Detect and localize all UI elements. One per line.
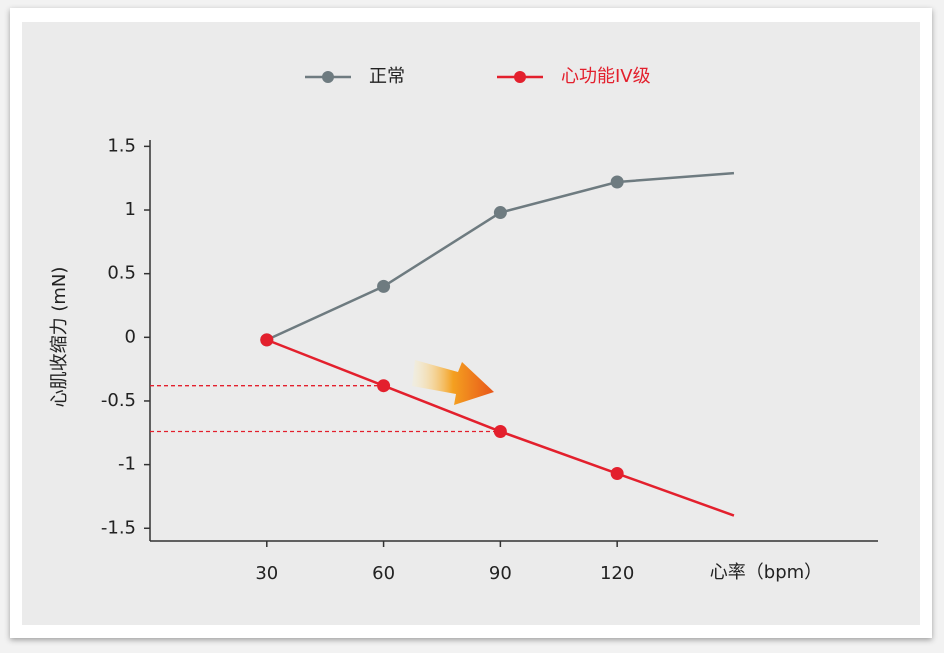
- panel: [22, 22, 920, 625]
- point: [493, 206, 507, 220]
- point: [377, 279, 391, 293]
- point: [610, 175, 624, 189]
- legend-marker: [322, 71, 334, 83]
- legend-label: 心功能IV级: [561, 66, 651, 87]
- y-tick-label: 1.5: [107, 135, 136, 156]
- trend-arrow: [412, 360, 494, 405]
- y-tick-label: -0.5: [101, 390, 136, 411]
- x-axis-label: 心率（bpm）: [710, 562, 822, 583]
- y-axis-label: 心肌收缩力 (mN): [49, 267, 70, 408]
- point: [493, 425, 507, 439]
- point: [377, 379, 391, 393]
- x-tick-label: 60: [372, 563, 395, 584]
- point: [260, 333, 274, 347]
- y-tick-label: 0.5: [107, 263, 136, 284]
- legend-label: 正常: [369, 66, 405, 87]
- x-tick-label: 30: [255, 563, 278, 584]
- y-tick-label: -1: [118, 454, 136, 475]
- point: [610, 467, 624, 481]
- legend-marker: [514, 71, 526, 83]
- y-tick-label: 0: [125, 326, 136, 347]
- x-tick-label: 120: [600, 563, 634, 584]
- y-tick-label: -1.5: [101, 517, 136, 538]
- y-tick-label: 1: [125, 199, 136, 220]
- x-tick-label: 90: [489, 563, 512, 584]
